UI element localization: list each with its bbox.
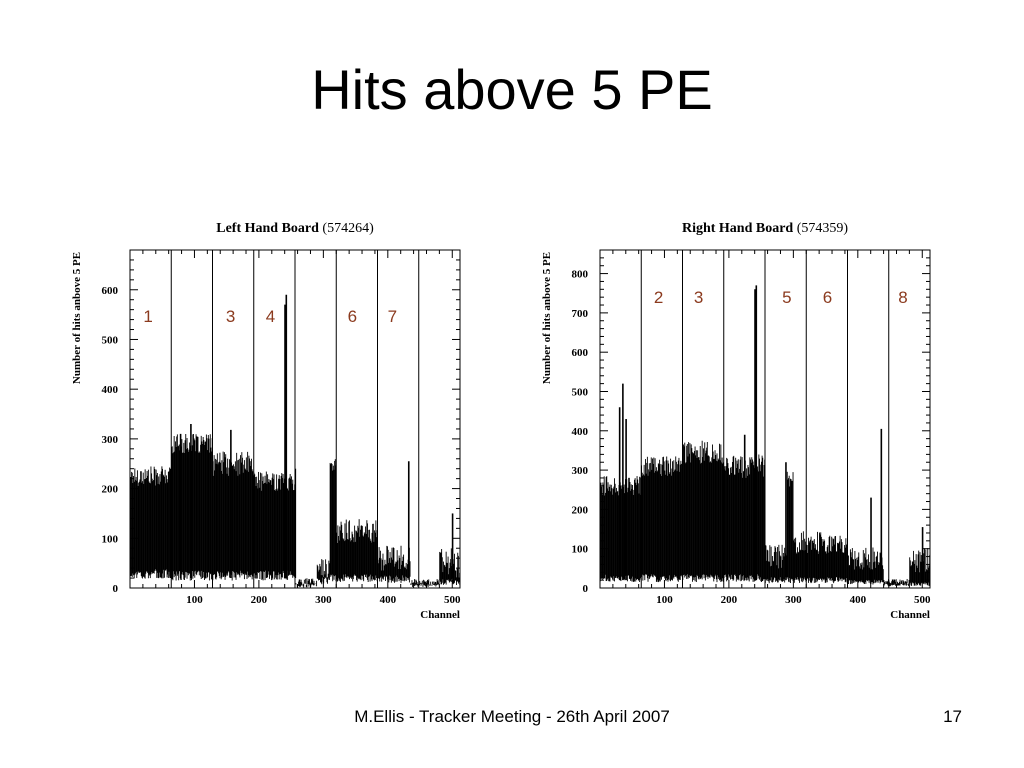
y-tick-label: 600	[102, 285, 119, 297]
y-axis-label: Number of hits anbove 5 PE	[71, 252, 83, 384]
y-tick-label: 100	[102, 533, 119, 545]
chart-title-text: Left Hand Board	[216, 221, 322, 236]
slide-title: Hits above 5 PE	[311, 58, 713, 121]
region-label: 6	[823, 288, 832, 307]
region-label: 8	[898, 288, 907, 307]
x-tick-label: 500	[914, 594, 931, 606]
x-axis-label: Channel	[890, 609, 930, 621]
x-tick-label: 400	[380, 594, 397, 606]
chart-title: Right Hand Board (574359)	[682, 221, 848, 236]
y-tick-label: 100	[572, 544, 589, 556]
region-label: 3	[226, 307, 235, 326]
region-label: 5	[782, 288, 791, 307]
x-tick-label: 100	[186, 594, 203, 606]
footer-text: M.Ellis - Tracker Meeting - 26th April 2…	[354, 707, 670, 726]
chart-title-number: (574359)	[797, 221, 849, 236]
histogram-series	[599, 285, 931, 587]
y-tick-label: 400	[572, 426, 589, 438]
y-tick-label: 200	[572, 504, 589, 516]
x-tick-label: 300	[315, 594, 332, 606]
x-tick-label: 400	[850, 594, 867, 606]
x-tick-label: 200	[721, 594, 738, 606]
x-tick-label: 500	[444, 594, 461, 606]
y-tick-label: 500	[572, 386, 589, 398]
x-tick-label: 200	[251, 594, 268, 606]
x-tick-label: 300	[785, 594, 802, 606]
page-number: 17	[943, 707, 962, 726]
x-tick-label: 100	[656, 594, 673, 606]
region-label: 1	[143, 307, 152, 326]
region-label: 6	[348, 307, 357, 326]
histogram-series	[129, 294, 461, 588]
y-tick-label: 0	[583, 583, 589, 595]
chart-title: Left Hand Board (574264)	[216, 221, 374, 236]
chart-left-hand-board: Left Hand Board (574264) 0 100 200 300 400 500…	[71, 221, 461, 621]
y-tick-label: 400	[102, 384, 119, 396]
region-label: 7	[388, 307, 397, 326]
region-label: 4	[266, 307, 275, 326]
chart-title-number: (574264)	[322, 221, 374, 236]
y-tick-label: 600	[572, 347, 589, 359]
y-tick-label: 800	[572, 269, 589, 281]
region-label: 3	[694, 288, 703, 307]
y-tick-label: 500	[102, 334, 119, 346]
y-axis-label: Number of hits anbove 5 PE	[541, 252, 553, 384]
chart-right-hand-board: Right Hand Board (574359) 0 100 200 300 400 50…	[541, 221, 931, 621]
x-axis-label: Channel	[420, 609, 460, 621]
y-tick-label: 300	[102, 434, 119, 446]
y-tick-label: 200	[102, 484, 119, 496]
chart-title-text: Right Hand Board	[682, 221, 797, 236]
region-label: 2	[654, 288, 663, 307]
y-tick-label: 700	[572, 308, 589, 320]
y-tick-label: 0	[113, 583, 119, 595]
y-tick-label: 300	[572, 465, 589, 477]
